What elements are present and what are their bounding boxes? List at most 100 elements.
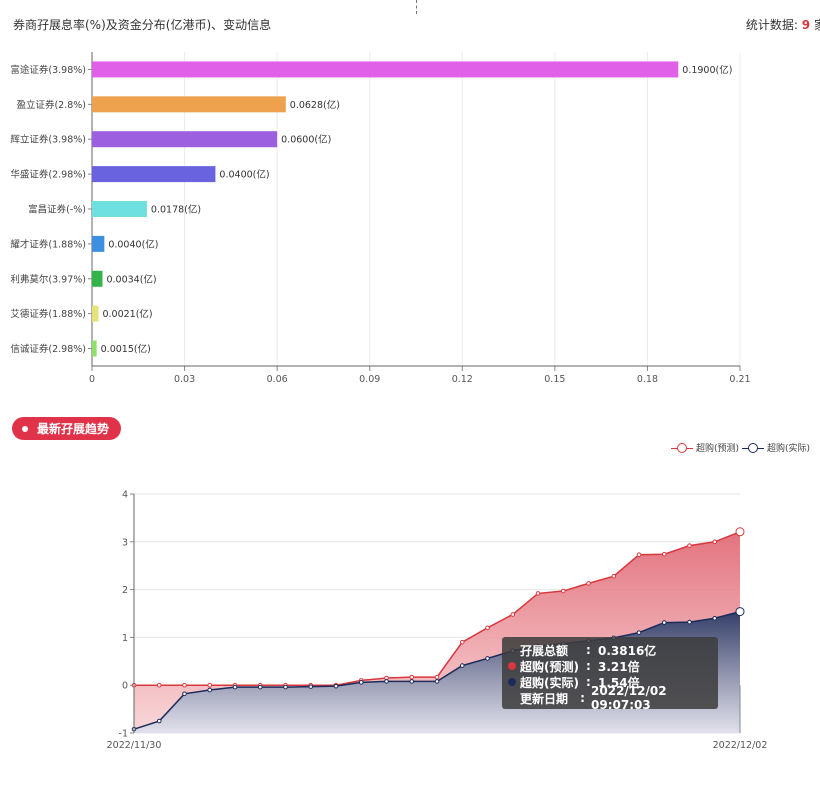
x-tick-label: 0.12 (452, 374, 473, 385)
tooltip-colon: : (586, 675, 591, 689)
tooltip-date-label: 更新日期 (520, 691, 569, 706)
bar (92, 340, 97, 357)
tooltip-actual-value: 1.54倍 (598, 675, 640, 690)
bar-chart-title: 券商孖展息率(%)及资金分布(亿港币)、变动信息 (13, 18, 272, 32)
tooltip-row-total: 孖展总额 : 0.3816亿 (508, 642, 656, 658)
tooltip-colon: : (580, 691, 585, 705)
stats-unit: 家 (813, 18, 820, 32)
legend-forecast-label: 超购(预测) (696, 444, 740, 454)
x-tick-label: 0.18 (637, 374, 658, 385)
point-forecast (586, 581, 591, 586)
point-forecast (636, 552, 642, 558)
point-forecast (207, 682, 213, 688)
stats-count: 9 (801, 18, 811, 32)
category-label: 信诚证券(2.98%) (10, 343, 86, 355)
tooltip-actual-bullet-icon (508, 678, 516, 686)
point-forecast (687, 543, 692, 548)
category-label: 富昌证券(-%) (28, 204, 86, 216)
legend-item-forecast[interactable]: 超购(预测) (671, 441, 739, 454)
point-forecast (510, 612, 516, 617)
point-actual (661, 620, 667, 625)
category-label: 辉立证券(3.98%) (10, 134, 86, 146)
tooltip-total-label: 孖展总额 (520, 643, 569, 658)
legend-actual-marker-icon (742, 442, 764, 453)
bar (92, 96, 286, 113)
bar-chart: 0 0.03 0.06 0.09 0.12 0.15 0.18 0.21 富途证券(3.98%)… (10, 52, 751, 385)
bar-value-label: 0.0040(亿) (108, 238, 158, 250)
bar-value-label: 0.0400(亿) (219, 169, 269, 181)
point-actual (182, 691, 187, 697)
x-tick-label: 0.06 (267, 374, 288, 385)
point-forecast (459, 639, 465, 645)
point-forecast (661, 551, 667, 557)
point-forecast (485, 625, 490, 631)
stats-label: 统计数据: (745, 18, 798, 32)
category-label: 盈立证券(2.8%) (16, 99, 86, 111)
resize-handle[interactable] (416, 0, 419, 14)
point-forecast (535, 591, 541, 596)
point-forecast (434, 674, 440, 680)
point-forecast (409, 674, 415, 680)
bar-value-label: 0.0021(亿) (102, 308, 152, 320)
legend-actual-label: 超购(实际) (767, 444, 811, 454)
bar (92, 305, 99, 322)
bar (92, 131, 278, 148)
point-actual (409, 679, 415, 684)
point-forecast (156, 682, 162, 688)
chart-tooltip: 孖展总额 : 0.3816亿 超购(预测) : 3.21倍 超购(实际) : 1… (502, 637, 718, 712)
bar-value-label: 0.0034(亿) (106, 273, 156, 285)
tooltip-row-forecast: 超购(预测) : 3.21倍 (508, 658, 640, 674)
category-label: 华盛证券(2.98%) (10, 169, 86, 181)
bar (92, 201, 147, 217)
point-forecast (182, 682, 187, 688)
point-actual (257, 684, 263, 690)
y-tick-label: 1 (122, 633, 128, 644)
point-actual (459, 663, 465, 668)
y-tick-label: 3 (122, 537, 128, 548)
point-actual (434, 679, 440, 684)
category-label: 富途证券(3.98%) (10, 64, 86, 76)
category-label: 耀才证券(1.88%) (10, 238, 86, 250)
bar-value-label: 0.0600(亿) (281, 134, 331, 146)
pill-dot-icon (22, 425, 28, 432)
point-forecast (735, 527, 745, 537)
tooltip-row-actual: 超购(实际) : 1.54倍 (508, 674, 640, 690)
point-actual (232, 684, 238, 690)
point-actual (687, 619, 692, 625)
category-label: 艾德证券(1.88%) (10, 308, 86, 320)
bar (92, 235, 105, 252)
tooltip-colon: : (586, 659, 591, 673)
point-forecast (712, 539, 718, 545)
tooltip-forecast-value: 3.21倍 (598, 659, 640, 674)
x-tick-label: 0.03 (174, 374, 195, 385)
trend-title-pill[interactable]: 最新孖展趋势 (12, 417, 122, 440)
tooltip-actual-label: 超购(实际) (520, 675, 579, 690)
stats-summary: 统计数据: 9 家 (746, 16, 820, 33)
y-tick-label: 2 (122, 585, 128, 596)
bar (92, 61, 679, 78)
point-actual (358, 680, 364, 685)
x-tick-label: 0.15 (544, 374, 565, 385)
point-actual (636, 630, 642, 635)
x-tick-label: 0 (89, 374, 95, 385)
point-actual (308, 684, 314, 689)
x-start-label: 2022/11/30 (107, 740, 162, 751)
tooltip-date-value: 2022/12/02 09:07:03 (591, 684, 667, 712)
legend-item-actual[interactable]: 超购(实际) (742, 441, 810, 454)
tooltip-row-date: 更新日期 : 2022/12/02 09:07:03 (508, 684, 718, 712)
bar (92, 270, 103, 287)
category-label: 利弗莫尔(3.97%) (10, 273, 86, 285)
bar-value-label: 0.1900(亿) (682, 64, 732, 76)
bar (92, 166, 216, 183)
tooltip-total-value: 0.3816亿 (598, 643, 657, 658)
x-tick-label: 0.21 (729, 374, 750, 385)
x-end-label: 2022/12/02 (713, 740, 768, 751)
bar-value-label: 0.0178(亿) (151, 204, 201, 216)
legend-forecast-marker-icon (671, 442, 693, 453)
bar-value-label: 0.0628(亿) (290, 99, 340, 111)
point-actual (283, 684, 288, 690)
point-actual (384, 679, 389, 684)
point-actual (485, 656, 490, 661)
point-actual (333, 683, 339, 689)
y-tick-label: 4 (122, 490, 128, 501)
